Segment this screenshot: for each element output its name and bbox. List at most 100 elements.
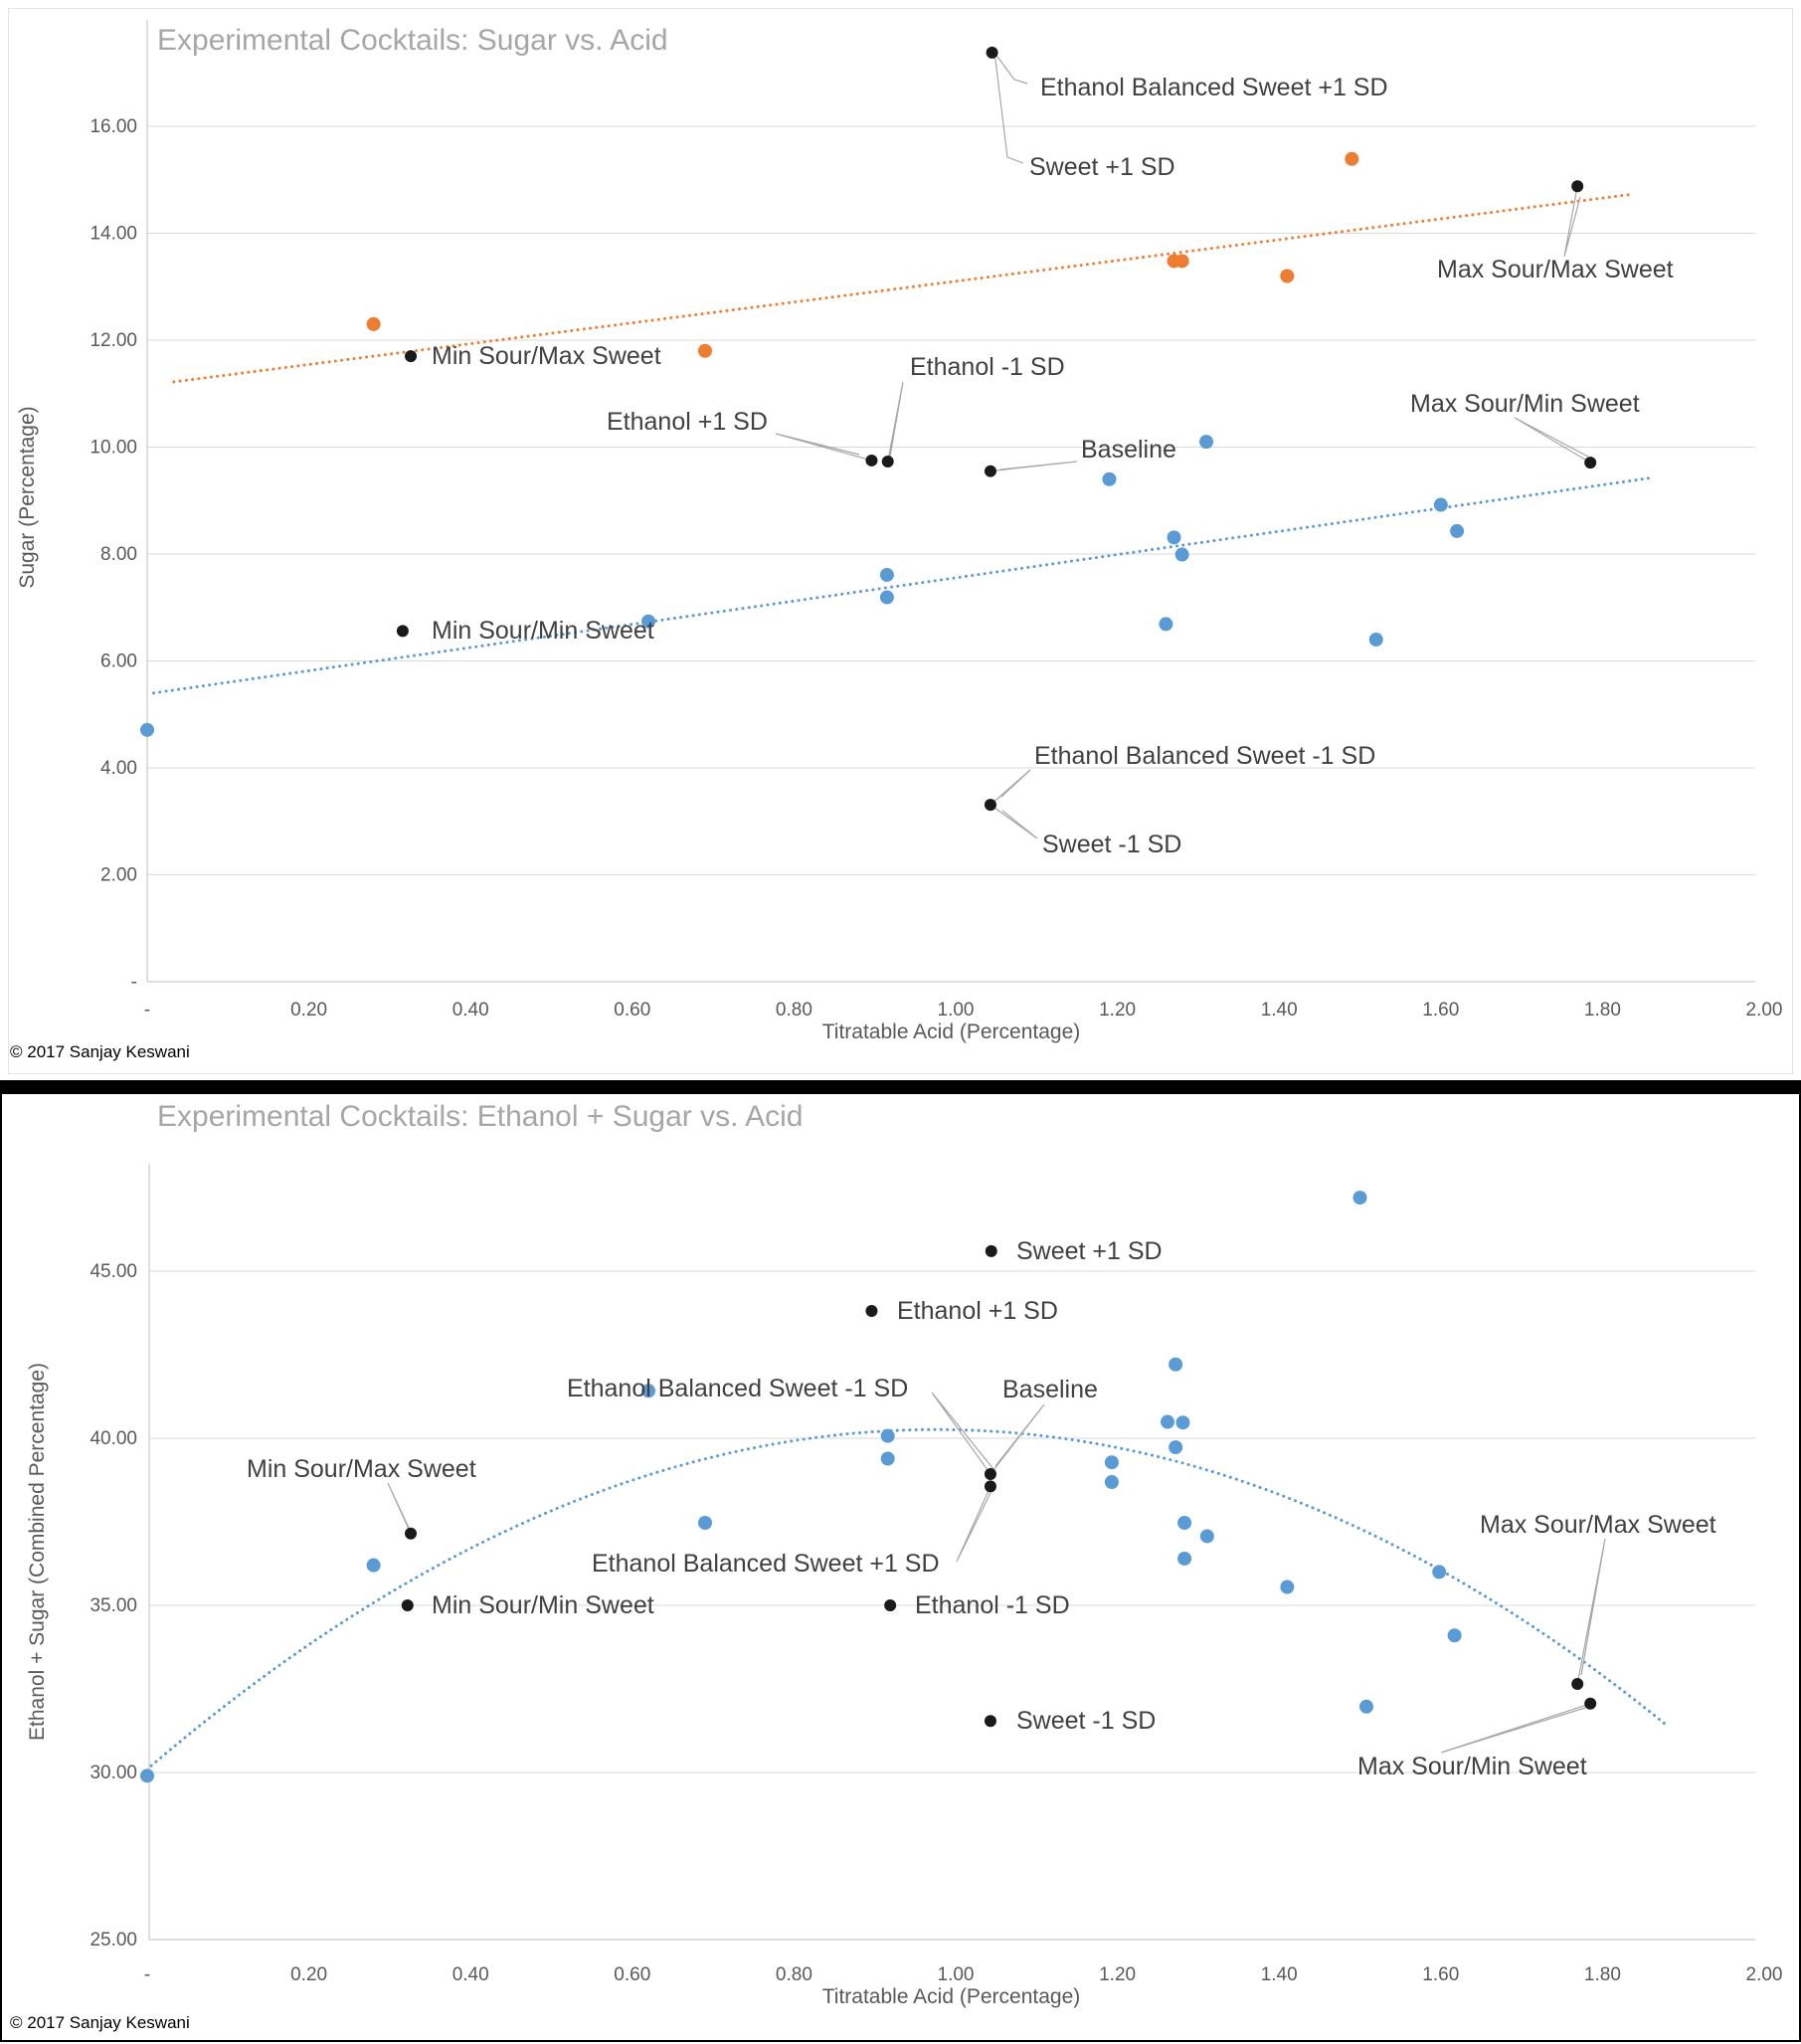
data-point-blue[interactable] [1199,1529,1214,1544]
annotation-label: Sweet +1 SD [1029,153,1175,181]
data-point-black[interactable] [405,1527,418,1540]
x-tick-label: 1.00 [938,1964,975,1985]
data-point-black[interactable] [884,1599,897,1611]
data-point-blue[interactable] [1102,471,1117,486]
y-tick-label: 10.00 [90,438,137,459]
x-tick-label: 2.00 [1746,1000,1783,1021]
data-point-black[interactable] [865,1304,878,1317]
data-point-black[interactable] [1571,180,1584,193]
data-point-black[interactable] [984,465,996,477]
leader-line [991,52,1024,164]
data-point-blue[interactable] [1104,1455,1119,1470]
leader-line [990,804,1038,839]
leader-line [387,1482,412,1535]
section-divider [0,1080,1801,1094]
data-point-blue[interactable] [879,567,894,582]
leader-line [956,1486,991,1563]
data-point-blue[interactable] [880,1451,895,1466]
x-tick-label: 1.20 [1099,1964,1136,1985]
data-point-orange[interactable] [1174,254,1189,269]
chart-1[interactable]: 45.00 40.00 35.00 30.00 25.00- 0.20 0.40 0.60 0.… [90,1164,1782,1985]
data-point-orange[interactable] [1345,151,1359,166]
x-tick-label: 0.60 [614,1000,650,1021]
leader-line [887,381,904,463]
y-tick-label: 45.00 [90,1261,137,1282]
data-point-blue[interactable] [1352,1191,1367,1206]
y-axis-title-sugar: Sugar (Percentage) [16,406,39,589]
data-point-blue[interactable] [697,1516,712,1531]
data-point-blue[interactable] [1447,1628,1462,1643]
data-point-black[interactable] [396,625,409,638]
x-tick-label: 1.60 [1422,1000,1459,1021]
chart-0[interactable]: 16.00 14.00 12.00 10.00 8.00 6.00 4.00 2.00 -- 0.… [90,20,1782,1021]
trendline-orange[interactable] [172,192,1634,384]
leader-line [775,433,872,462]
leader-line [931,1392,994,1475]
data-point-blue[interactable] [641,614,656,629]
data-point-blue[interactable] [1177,1516,1192,1531]
data-point-blue[interactable] [1433,497,1448,512]
data-point-blue[interactable] [1177,1551,1192,1566]
data-point-blue[interactable] [880,1428,895,1443]
y-tick-label: 4.00 [100,758,137,779]
y-tick-label: 14.00 [90,224,137,245]
x-tick-label: 1.20 [1099,1000,1136,1021]
annotation-label: Ethanol -1 SD [915,1591,1070,1619]
y-tick-label: 40.00 [90,1428,137,1449]
data-point-black[interactable] [865,454,878,466]
data-point-black[interactable] [984,1715,996,1728]
annotation-label: Ethanol -1 SD [910,353,1065,381]
data-point-black[interactable] [401,1599,414,1611]
data-point-blue[interactable] [1280,1579,1295,1594]
data-point-blue[interactable] [366,1558,381,1573]
data-point-black[interactable] [1571,1677,1584,1690]
annotation-label: Ethanol +1 SD [607,408,768,436]
x-tick-label: 0.80 [776,1964,812,1985]
top-chart-frame [8,8,1793,1074]
annotation-label: Sweet -1 SD [1042,831,1181,858]
leader-line [1563,186,1581,258]
leader-line [1576,1538,1606,1685]
data-point-blue[interactable] [879,590,894,605]
data-point-orange[interactable] [697,343,712,358]
data-point-black[interactable] [985,1244,997,1257]
data-point-blue[interactable] [140,722,154,737]
data-point-black[interactable] [1584,457,1597,469]
data-point-blue[interactable] [1167,530,1181,545]
data-point-blue[interactable] [1159,617,1173,632]
trendline-blue[interactable] [152,475,1656,695]
data-point-black[interactable] [1584,1697,1597,1710]
data-point-black[interactable] [984,1480,996,1493]
annotation-label: Sweet -1 SD [1016,1707,1156,1735]
y-tick-label: 30.00 [90,1763,137,1783]
data-point-blue[interactable] [1104,1475,1119,1490]
leader-line [990,769,1031,806]
data-point-black[interactable] [984,799,996,812]
annotation-label: Min Sour/Min Sweet [432,617,654,645]
data-point-black[interactable] [881,456,894,468]
data-point-blue[interactable] [1199,435,1214,450]
data-point-black[interactable] [405,350,418,363]
data-point-blue[interactable] [1359,1699,1374,1714]
data-point-blue[interactable] [1169,1357,1183,1372]
data-point-black[interactable] [986,46,998,59]
data-point-blue[interactable] [1175,1415,1190,1430]
data-point-blue[interactable] [1161,1414,1175,1429]
data-point-blue[interactable] [1174,547,1189,562]
data-point-blue[interactable] [1368,633,1383,647]
data-point-orange[interactable] [1280,269,1295,283]
data-point-blue[interactable] [1432,1565,1447,1579]
data-point-orange[interactable] [366,316,381,331]
data-point-black[interactable] [984,1467,996,1480]
annotation-label: Ethanol Balanced Sweet -1 SD [567,1375,908,1402]
x-tick-label: - [144,1964,150,1985]
data-point-blue[interactable] [140,1768,154,1783]
data-point-blue[interactable] [641,1384,656,1398]
annotation-label: Ethanol Balanced Sweet +1 SD [592,1550,940,1578]
chart-title-ethanol-sugar: Experimental Cocktails: Ethanol + Sugar … [157,1100,804,1133]
y-tick-label: 12.00 [90,330,137,351]
data-point-blue[interactable] [1450,523,1465,538]
data-point-blue[interactable] [1169,1440,1183,1455]
